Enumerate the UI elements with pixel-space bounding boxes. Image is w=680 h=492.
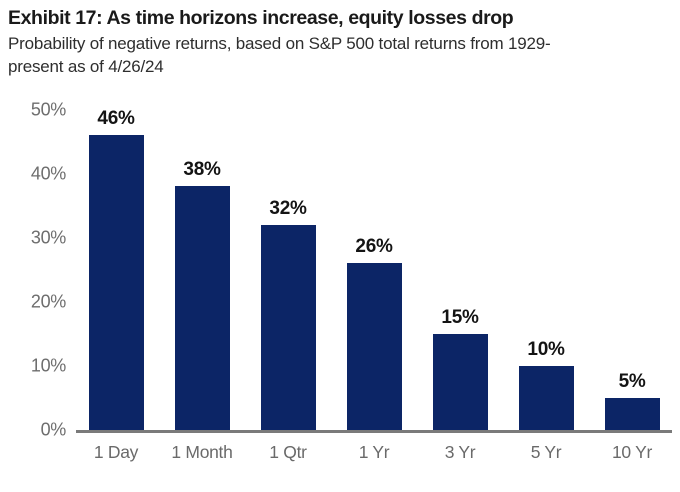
bar-column: 38% xyxy=(162,110,242,430)
x-tick-label: 10 Yr xyxy=(611,441,652,462)
x-axis-labels: 1 Day 1 Month 1 Qtr 1 Yr 3 Yr 5 Yr 10 Yr xyxy=(76,442,672,463)
y-tick-label: 0% xyxy=(40,419,67,440)
bar-column: 5% xyxy=(592,110,672,430)
bar-value-label: 10% xyxy=(527,338,565,360)
bar: 5% xyxy=(604,371,660,430)
x-tick-label: 5 Yr xyxy=(530,441,562,462)
bar: 10% xyxy=(518,339,574,430)
bar-column: 15% xyxy=(420,110,500,430)
plot-area: 0% 10% 20% 30% 40% 50% 46% 38% 32% 26% 15% 10% 5% 1… xyxy=(8,99,672,463)
bar-column: 26% xyxy=(334,110,414,430)
x-tick-label: 1 Yr xyxy=(358,441,390,462)
bar-value-label: 5% xyxy=(618,370,646,392)
y-axis: 0% 10% 20% 30% 40% 50% xyxy=(8,99,76,439)
bar-column: 46% xyxy=(76,108,156,430)
bar: 26% xyxy=(346,236,402,430)
bar-value-label: 32% xyxy=(269,197,307,219)
bar-column: 10% xyxy=(506,110,586,430)
x-tick-label: 1 Day xyxy=(93,441,139,462)
bar-column: 32% xyxy=(248,110,328,430)
x-tick-label: 1 Month xyxy=(171,441,233,462)
bar: 15% xyxy=(432,307,488,430)
bar-value-label: 15% xyxy=(441,306,479,328)
x-axis-line xyxy=(76,429,672,433)
x-tick-label: 1 Qtr xyxy=(269,441,307,462)
bar: 38% xyxy=(174,159,230,430)
bar-value-label: 38% xyxy=(183,159,221,181)
chart-title: Exhibit 17: As time horizons increase, e… xyxy=(8,7,514,29)
bar-value-label: 46% xyxy=(97,108,135,130)
y-tick-label: 50% xyxy=(30,99,66,120)
x-tick-label: 3 Yr xyxy=(444,441,476,462)
bars-container: 46% 38% 32% 26% 15% 10% 5% xyxy=(76,108,672,430)
y-tick-label: 30% xyxy=(30,227,66,248)
y-tick-label: 10% xyxy=(30,355,66,376)
bar: 46% xyxy=(88,108,144,430)
chart-subtitle: Probability of negative returns, based o… xyxy=(8,34,551,76)
y-tick-label: 40% xyxy=(30,163,66,184)
bar: 32% xyxy=(260,198,316,430)
bar-value-label: 26% xyxy=(355,236,393,258)
y-tick-label: 20% xyxy=(30,291,66,312)
